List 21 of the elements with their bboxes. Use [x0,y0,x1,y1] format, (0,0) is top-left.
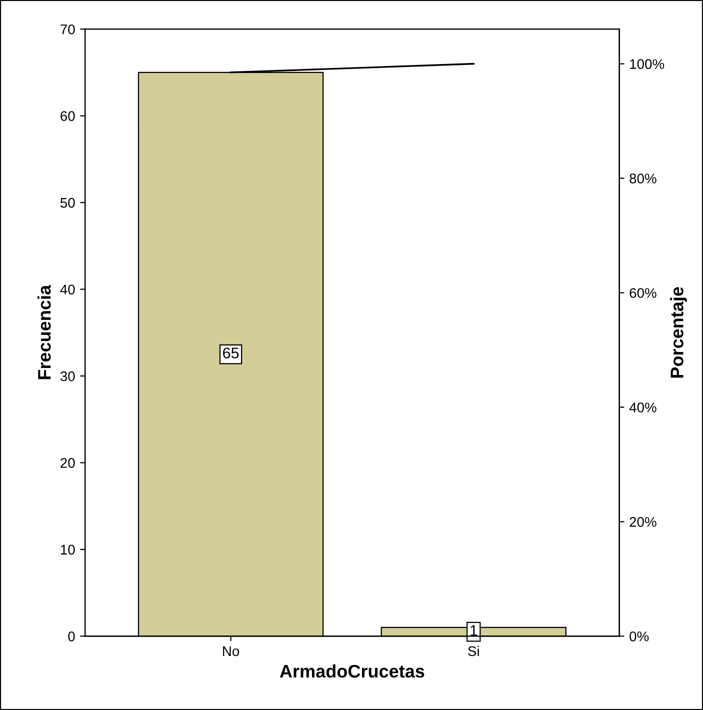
y-tick-label: 30 [60,371,75,382]
data-label: 65 [223,348,239,358]
y-axis-title: Frecuencia [38,284,51,380]
y-tick-label: 20 [60,458,75,468]
y2-axis-title: Porcentaje [670,287,687,378]
y2-tick-label: 100% [630,59,664,69]
y2-tick-label: 20% [630,517,656,527]
y2-tick-label: 80% [630,174,656,184]
y-tick-label: 70 [60,24,75,34]
y-tick-label: 0 [68,631,75,642]
y-tick-label: 10 [60,544,75,555]
y2-tick-label: 60% [630,288,656,298]
x-tick-label: Si [468,646,479,656]
y2-tick-label: 40% [629,402,656,412]
y2-tick-label: 0% [630,631,649,642]
data-label: 1 [470,625,478,636]
y-tick-label: 50 [60,198,75,208]
y-tick-label: 60 [60,111,75,121]
x-tick-label: No [223,646,240,656]
x-axis-title: ArmadoCrucetas [280,664,424,678]
y-tick-label: 40 [60,284,75,294]
